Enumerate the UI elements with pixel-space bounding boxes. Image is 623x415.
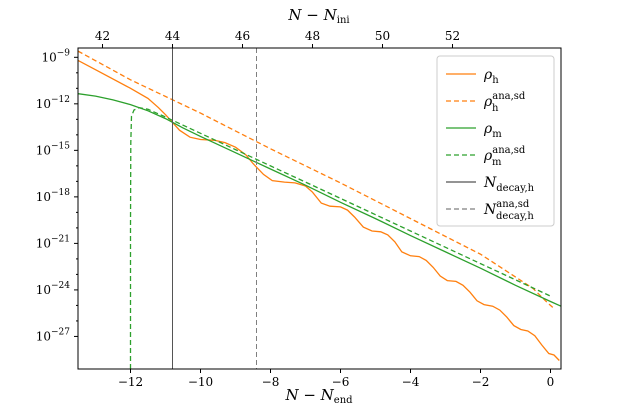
series-line-1 bbox=[78, 50, 555, 309]
y-tick-label: 10−15 bbox=[36, 141, 71, 157]
top-axis: 42 44 46 48 50 52 bbox=[95, 29, 460, 48]
y-tick-label: 10−9 bbox=[41, 48, 70, 64]
x-top-tick-label: 50 bbox=[375, 29, 390, 43]
legend-label: Ndecay,h bbox=[483, 175, 535, 194]
series-line-3 bbox=[129, 107, 551, 369]
y-tick-label: 10−12 bbox=[36, 95, 70, 111]
y-tick-label: 10−21 bbox=[36, 234, 70, 250]
x-top-tick-label: 42 bbox=[95, 29, 110, 43]
plot-area bbox=[77, 47, 562, 370]
x-bottom-tick-label: 0 bbox=[547, 375, 555, 389]
y-tick-label: 10−18 bbox=[36, 188, 71, 204]
x-bottom-tick-label: −12 bbox=[118, 375, 143, 389]
y-tick-label: 10−24 bbox=[36, 281, 71, 297]
series-line-0 bbox=[78, 59, 560, 361]
plot-frame bbox=[77, 47, 562, 370]
legend-label: ρm bbox=[483, 121, 502, 140]
x-top-tick-label: 52 bbox=[445, 29, 460, 43]
x-top-tick-label: 46 bbox=[235, 29, 250, 43]
legend: ρh ρana,sd h ρm ρana,sd m Ndecay,h Nana,sd decay… bbox=[436, 55, 555, 227]
x-bottom-tick-label: −2 bbox=[472, 375, 490, 389]
x-top-tick-label: 44 bbox=[165, 29, 181, 43]
x-bottom-tick-label: −6 bbox=[332, 375, 350, 389]
x-bottom-tick-label: −8 bbox=[262, 375, 280, 389]
series-lines bbox=[78, 48, 561, 369]
bottom-axis: −12 −10 −8 −6 −4 −2 0 bbox=[118, 369, 554, 389]
legend-box bbox=[436, 55, 555, 227]
x-top-axis-label: N − Nini bbox=[287, 6, 349, 26]
legend-label: ρana,sd h bbox=[483, 91, 526, 114]
x-bottom-tick-label: −4 bbox=[402, 375, 420, 389]
series-line-2 bbox=[78, 93, 561, 307]
y-tick-label: 10−27 bbox=[36, 327, 71, 343]
y-axis: 10−9 10−12 10−15 10−18 10−21 10−24 10−27 bbox=[36, 48, 78, 343]
legend-label: ρh bbox=[483, 67, 499, 86]
x-top-tick-label: 48 bbox=[305, 29, 320, 43]
legend-label: Nana,sd decay,h bbox=[483, 199, 534, 222]
legend-label: ρana,sd m bbox=[483, 145, 526, 168]
x-bottom-tick-label: −10 bbox=[188, 375, 213, 389]
x-bottom-axis-label: N − Nend bbox=[284, 386, 353, 406]
